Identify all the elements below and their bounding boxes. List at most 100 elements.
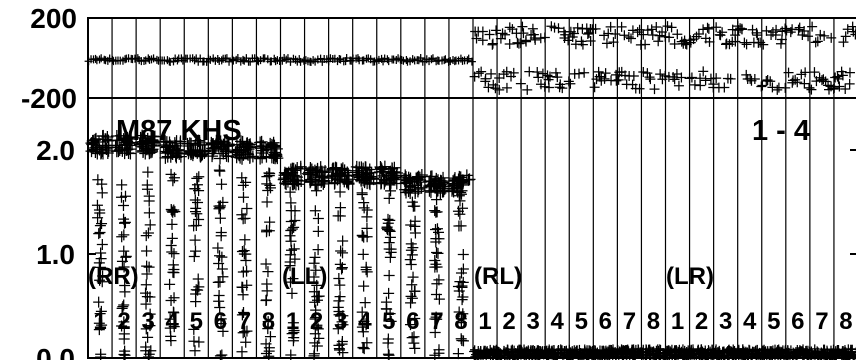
top-phase-point <box>662 21 673 32</box>
amplitude-point <box>207 142 220 155</box>
amplitude-point <box>454 175 467 188</box>
amplitude-point <box>791 347 801 357</box>
amplitude-point <box>94 308 106 320</box>
top-phase-point <box>807 21 818 32</box>
amplitude-point <box>140 279 152 291</box>
amplitude-point <box>239 234 251 246</box>
top-phase-point <box>467 57 476 66</box>
amplitude-point <box>263 225 275 237</box>
top-phase-point <box>477 26 488 37</box>
amplitude-point <box>494 346 504 356</box>
amplitude-point <box>309 179 322 192</box>
channel-label: 5 <box>382 308 395 335</box>
amplitude-point <box>188 251 200 263</box>
amplitude-point <box>93 317 105 329</box>
amplitude-point <box>452 205 464 217</box>
amplitude-point <box>188 335 200 347</box>
top-phase-point <box>427 55 436 64</box>
amplitude-point <box>431 261 443 273</box>
amplitude-point <box>213 164 225 176</box>
top-phase-point <box>669 39 680 50</box>
top-phase-point <box>530 34 541 45</box>
amplitude-point <box>261 226 273 238</box>
amplitude-point <box>285 235 297 247</box>
amplitude-point <box>638 347 648 357</box>
top-phase-point <box>577 39 588 50</box>
amplitude-point <box>432 247 444 259</box>
amplitude-point <box>263 170 275 182</box>
top-phase-point <box>673 80 684 91</box>
amplitude-point <box>511 347 521 357</box>
amplitude-point <box>304 176 317 189</box>
amplitude-point <box>405 219 417 231</box>
top-phase-point <box>686 72 697 83</box>
channel-label: 4 <box>166 308 180 335</box>
channel-label: 4 <box>743 308 757 335</box>
channel-label: 5 <box>190 308 203 335</box>
top-phase-point <box>473 68 484 79</box>
amplitude-point <box>335 245 347 257</box>
channel-label: 2 <box>310 308 323 335</box>
amplitude-point <box>406 332 418 344</box>
amplitude-point <box>157 138 170 151</box>
amplitude-point <box>288 325 300 337</box>
top-phase-point <box>539 32 550 43</box>
amplitude-point <box>239 326 251 338</box>
channel-label: 7 <box>238 308 251 335</box>
amplitude-point <box>141 179 153 191</box>
top-phase-point <box>619 30 630 41</box>
bottom-amplitude-points <box>85 129 856 360</box>
top-phase-point <box>507 24 518 35</box>
amplitude-point <box>214 250 226 262</box>
amplitude-point <box>285 205 297 217</box>
top-phase-points <box>84 21 856 95</box>
top-phase-point <box>501 66 512 77</box>
amplitude-point <box>455 317 467 329</box>
amplitude-point <box>358 202 370 214</box>
top-phase-point <box>599 73 610 84</box>
amplitude-point <box>455 176 468 189</box>
amplitude-point <box>119 279 131 291</box>
amplitude-point <box>382 348 394 360</box>
top-phase-point <box>761 25 772 36</box>
amplitude-point <box>383 269 395 281</box>
amplitude-point <box>549 345 559 355</box>
amplitude-point <box>358 343 370 355</box>
channel-label: 6 <box>599 308 612 335</box>
top-phase-point <box>296 57 305 66</box>
bottom-panel: 2.0 1.0 0.0 M87 KHS 1 - 4 (RR) (LL) (RL) (… <box>36 97 856 360</box>
top-phase-point <box>569 28 580 39</box>
amplitude-point <box>140 341 152 353</box>
top-phase-point <box>632 27 643 38</box>
amplitude-point <box>284 276 296 288</box>
amplitude-point <box>187 143 200 156</box>
amplitude-point <box>334 167 347 180</box>
amplitude-point <box>360 318 372 330</box>
top-phase-point <box>655 69 666 80</box>
top-phase-point <box>642 68 653 79</box>
amplitude-point <box>289 253 301 265</box>
channel-label: 8 <box>454 308 467 335</box>
top-phase-point <box>739 37 750 48</box>
amplitude-point <box>356 230 368 242</box>
amplitude-point <box>189 234 201 246</box>
bottom-grid <box>111 98 835 358</box>
amplitude-point <box>685 348 695 358</box>
top-phase-point <box>719 82 730 93</box>
channel-label: 5 <box>767 308 780 335</box>
amplitude-point <box>356 187 368 199</box>
amplitude-point <box>358 280 370 292</box>
amplitude-point <box>241 203 253 215</box>
top-phase-point <box>504 22 515 33</box>
amplitude-point <box>315 175 328 188</box>
top-phase-point <box>590 23 601 34</box>
top-phase-point <box>851 26 856 37</box>
amplitude-point <box>189 245 201 257</box>
amplitude-point <box>375 176 388 189</box>
amplitude-point <box>264 179 276 191</box>
amplitude-point <box>288 177 301 190</box>
top-phase-point <box>834 81 845 92</box>
amplitude-point <box>140 323 152 335</box>
group-label-ll: (LL) <box>282 263 327 290</box>
amplitude-point <box>408 331 420 343</box>
